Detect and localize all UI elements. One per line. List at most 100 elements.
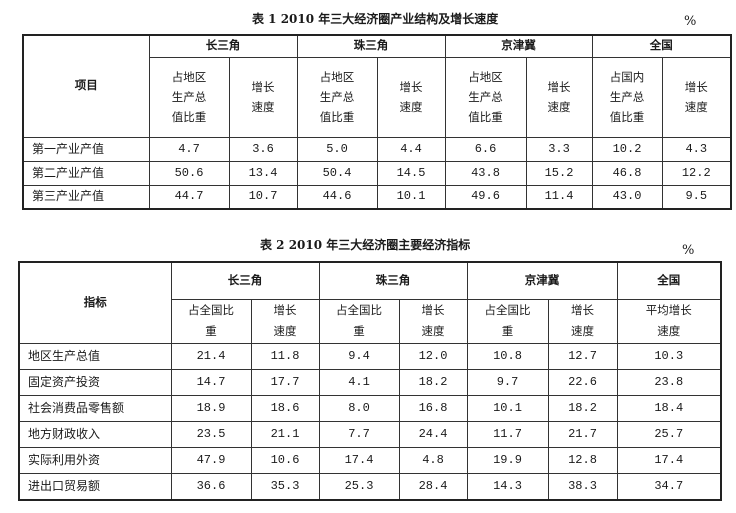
group-header: 全国: [616, 261, 722, 300]
cell-value: 15.2: [525, 160, 593, 186]
sub-header: 增长速度: [250, 298, 320, 345]
cell-value: 36.6: [170, 473, 252, 501]
cell-value: 23.5: [170, 421, 252, 449]
table1-title: 表 1 2010 年三大经济圈产业结构及增长速度: [252, 12, 499, 26]
cell-value: 16.8: [398, 395, 468, 423]
row-label: 固定资产投资: [18, 369, 172, 397]
sub-header-label: 占全国比重: [188, 302, 234, 339]
row-label: 地区生产总值: [18, 343, 172, 371]
cell-value: 10.7: [228, 184, 298, 210]
cell-value: 24.4: [398, 421, 468, 449]
cell-value: 49.6: [444, 184, 527, 210]
sub-header-label: 占地区生产总值比重: [319, 69, 355, 125]
cell-value: 19.9: [466, 447, 549, 475]
cell-value: 21.1: [250, 421, 320, 449]
cell-value: 3.6: [228, 136, 298, 162]
sub-header: 占地区生产总值比重: [444, 56, 527, 138]
sub-header-label: 增长速度: [547, 79, 571, 114]
cell-value: 21.4: [170, 343, 252, 371]
cell-value: 21.7: [547, 421, 618, 449]
sub-header: 占全国比重: [170, 298, 252, 345]
row-label: 第二产业产值: [22, 160, 150, 186]
sub-header: 平均增长速度: [616, 298, 722, 345]
table-row: 第一产业产值 4.7 3.6 5.0 4.4 6.6 3.3 10.2 4.3: [22, 136, 732, 162]
table-row: 实际利用外资 47.9 10.6 17.4 4.8 19.9 12.8 17.4: [18, 447, 722, 475]
row-label: 第一产业产值: [22, 136, 150, 162]
sub-header: 增长速度: [398, 298, 468, 345]
group-header: 珠三角: [318, 261, 468, 300]
table-row: 地方财政收入 23.5 21.1 7.7 24.4 11.7 21.7 25.7: [18, 421, 722, 449]
sub-header: 占国内生产总值比重: [591, 56, 663, 138]
sub-header-label: 增长速度: [421, 302, 445, 339]
cell-value: 4.7: [148, 136, 230, 162]
cell-value: 4.8: [398, 447, 468, 475]
sub-header: 占全国比重: [318, 298, 400, 345]
row-label: 社会消费品零售额: [18, 395, 172, 423]
cell-value: 18.2: [398, 369, 468, 397]
cell-value: 3.3: [525, 136, 593, 162]
sub-header-label: 占地区生产总值比重: [171, 69, 207, 125]
sub-header-label: 增长速度: [273, 302, 297, 339]
table-row: 第二产业产值 50.6 13.4 50.4 14.5 43.8 15.2 46.8 12.2: [22, 160, 732, 186]
cell-value: 8.0: [318, 395, 400, 423]
sub-header-label: 占地区生产总值比重: [468, 69, 503, 125]
sub-header-label: 增长速度: [399, 79, 423, 114]
cell-value: 12.8: [547, 447, 618, 475]
cell-value: 44.6: [296, 184, 378, 210]
cell-value: 10.8: [466, 343, 549, 371]
cell-value: 4.1: [318, 369, 400, 397]
header-row-groups: 指标 长三角 珠三角 京津冀 全国: [18, 261, 722, 345]
cell-value: 35.3: [250, 473, 320, 501]
table-row: 第三产业产值 44.7 10.7 44.6 10.1 49.6 11.4 43.0 9.5: [22, 184, 732, 210]
cell-value: 9.7: [466, 369, 549, 397]
cell-value: 12.0: [398, 343, 468, 371]
cell-value: 17.7: [250, 369, 320, 397]
cell-value: 25.7: [616, 421, 722, 449]
cell-value: 46.8: [591, 160, 663, 186]
cell-value: 9.5: [661, 184, 732, 210]
cell-value: 10.3: [616, 343, 722, 371]
table-row: 进出口贸易额 36.6 35.3 25.3 28.4 14.3 38.3 34.7: [18, 473, 722, 501]
cell-value: 18.2: [547, 395, 618, 423]
cell-value: 13.4: [228, 160, 298, 186]
cell-value: 11.8: [250, 343, 320, 371]
table2-title: 表 2 2010 年三大经济圈主要经济指标: [260, 238, 471, 252]
sub-header: 增长速度: [661, 56, 732, 138]
table-row: 固定资产投资 14.7 17.7 4.1 18.2 9.7 22.6 23.8: [18, 369, 722, 397]
item-header: 指标: [18, 261, 172, 345]
sub-header: 占地区生产总值比重: [148, 56, 230, 138]
table-row: 社会消费品零售额 18.9 18.6 8.0 16.8 10.1 18.2 18.4: [18, 395, 722, 423]
row-label: 地方财政收入: [18, 421, 172, 449]
cell-value: 11.7: [466, 421, 549, 449]
cell-value: 14.3: [466, 473, 549, 501]
cell-value: 22.6: [547, 369, 618, 397]
cell-value: 44.7: [148, 184, 230, 210]
table2: 指标 长三角 珠三角 京津冀 全国 占全国比重 增长速度 占全国比重 增长速度 占全国比重 增长速度…: [18, 261, 722, 501]
cell-value: 17.4: [616, 447, 722, 475]
sub-header: 占全国比重: [466, 298, 549, 345]
group-header: 京津冀: [444, 34, 593, 58]
sub-header-label: 平均增长速度: [645, 302, 692, 339]
row-label: 进出口贸易额: [18, 473, 172, 501]
table1-unit: %: [684, 14, 697, 29]
item-header: 项目: [22, 34, 150, 138]
sub-header-label: 增长速度: [684, 79, 708, 114]
cell-value: 4.3: [661, 136, 732, 162]
group-header: 长三角: [170, 261, 320, 300]
cell-value: 12.7: [547, 343, 618, 371]
sub-header: 增长速度: [376, 56, 446, 138]
cell-value: 25.3: [318, 473, 400, 501]
cell-value: 10.1: [466, 395, 549, 423]
cell-value: 17.4: [318, 447, 400, 475]
cell-value: 7.7: [318, 421, 400, 449]
cell-value: 9.4: [318, 343, 400, 371]
sub-header-label: 占全国比重: [336, 302, 382, 339]
cell-value: 34.7: [616, 473, 722, 501]
cell-value: 47.9: [170, 447, 252, 475]
sub-header-label: 增长速度: [570, 302, 594, 339]
cell-value: 4.4: [376, 136, 446, 162]
cell-value: 11.4: [525, 184, 593, 210]
sub-header: 增长速度: [547, 298, 618, 345]
sub-header-label: 占全国比重: [484, 302, 531, 339]
header-row-groups: 项目 长三角 珠三角 京津冀 全国: [22, 34, 732, 138]
